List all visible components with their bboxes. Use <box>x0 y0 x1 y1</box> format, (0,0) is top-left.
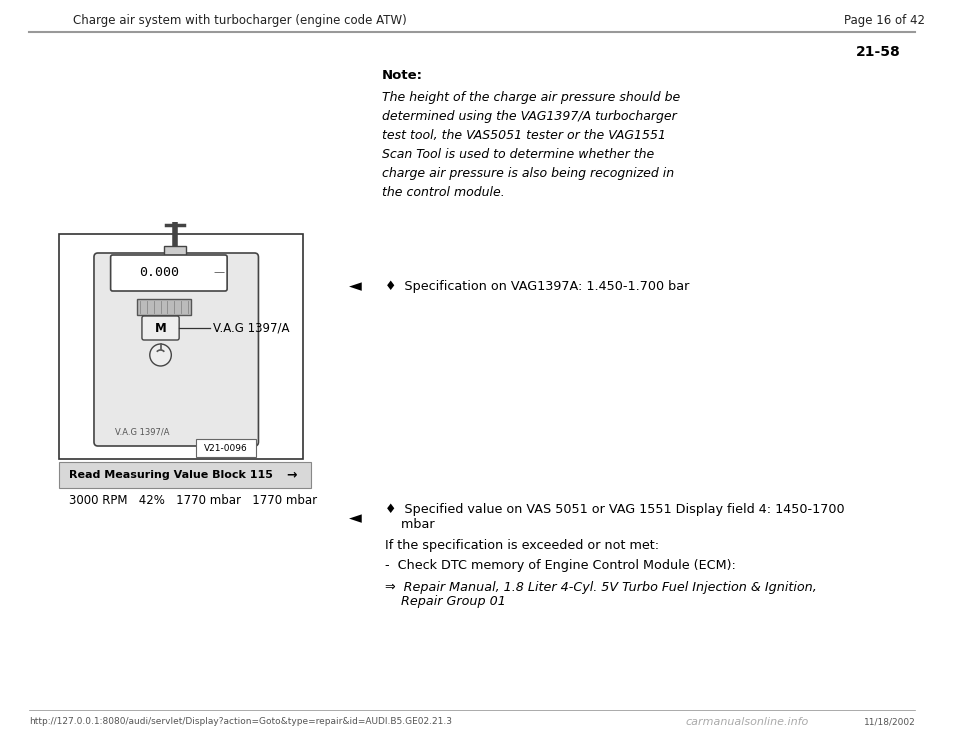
Text: Note:: Note: <box>382 69 422 82</box>
Bar <box>59 234 303 459</box>
Text: Page 16 of 42: Page 16 of 42 <box>844 14 925 27</box>
FancyBboxPatch shape <box>142 316 180 340</box>
Text: V.A.G 1397/A: V.A.G 1397/A <box>213 321 290 335</box>
Text: —: — <box>214 267 225 277</box>
Text: ♦  Specified value on VAS 5051 or VAG 1551 Display field 4: 1450-1700: ♦ Specified value on VAS 5051 or VAG 155… <box>385 504 845 516</box>
Text: 3000 RPM   42%   1770 mbar   1770 mbar: 3000 RPM 42% 1770 mbar 1770 mbar <box>68 494 317 508</box>
Bar <box>59 462 311 488</box>
Text: Charge air system with turbocharger (engine code ATW): Charge air system with turbocharger (eng… <box>73 14 407 27</box>
Circle shape <box>150 344 171 366</box>
Text: The height of the charge air pressure should be
determined using the VAG1397/A t: The height of the charge air pressure sh… <box>382 91 680 199</box>
Bar <box>137 299 191 315</box>
FancyBboxPatch shape <box>94 253 258 446</box>
Text: mbar: mbar <box>385 519 434 531</box>
Bar <box>164 246 186 264</box>
Text: V.A.G 1397/A: V.A.G 1397/A <box>114 427 169 436</box>
Text: Repair Group 01: Repair Group 01 <box>385 596 506 608</box>
Text: carmanualsonline.info: carmanualsonline.info <box>685 717 808 727</box>
Text: If the specification is exceeded or not met:: If the specification is exceeded or not … <box>385 539 659 551</box>
Text: Read Measuring Value Block 115: Read Measuring Value Block 115 <box>68 470 273 480</box>
Bar <box>196 439 256 457</box>
FancyBboxPatch shape <box>110 255 228 291</box>
Text: V21-0096: V21-0096 <box>204 444 248 453</box>
Text: ◄: ◄ <box>349 277 362 295</box>
Text: ⇒  Repair Manual, 1.8 Liter 4-Cyl. 5V Turbo Fuel Injection & Ignition,: ⇒ Repair Manual, 1.8 Liter 4-Cyl. 5V Tur… <box>385 582 817 594</box>
Text: ♦  Specification on VAG1397A: 1.450-1.700 bar: ♦ Specification on VAG1397A: 1.450-1.700… <box>385 280 689 292</box>
Text: 21-58: 21-58 <box>856 45 900 59</box>
Text: 11/18/2002: 11/18/2002 <box>864 718 915 726</box>
Text: 0.000: 0.000 <box>139 266 180 278</box>
Text: -  Check DTC memory of Engine Control Module (ECM):: - Check DTC memory of Engine Control Mod… <box>385 559 735 573</box>
Text: ◄: ◄ <box>349 509 362 527</box>
Text: →: → <box>286 468 297 482</box>
Text: M: M <box>155 321 166 335</box>
Text: http://127.0.0.1:8080/audi/servlet/Display?action=Goto&type=repair&id=AUDI.B5.GE: http://127.0.0.1:8080/audi/servlet/Displ… <box>30 718 452 726</box>
